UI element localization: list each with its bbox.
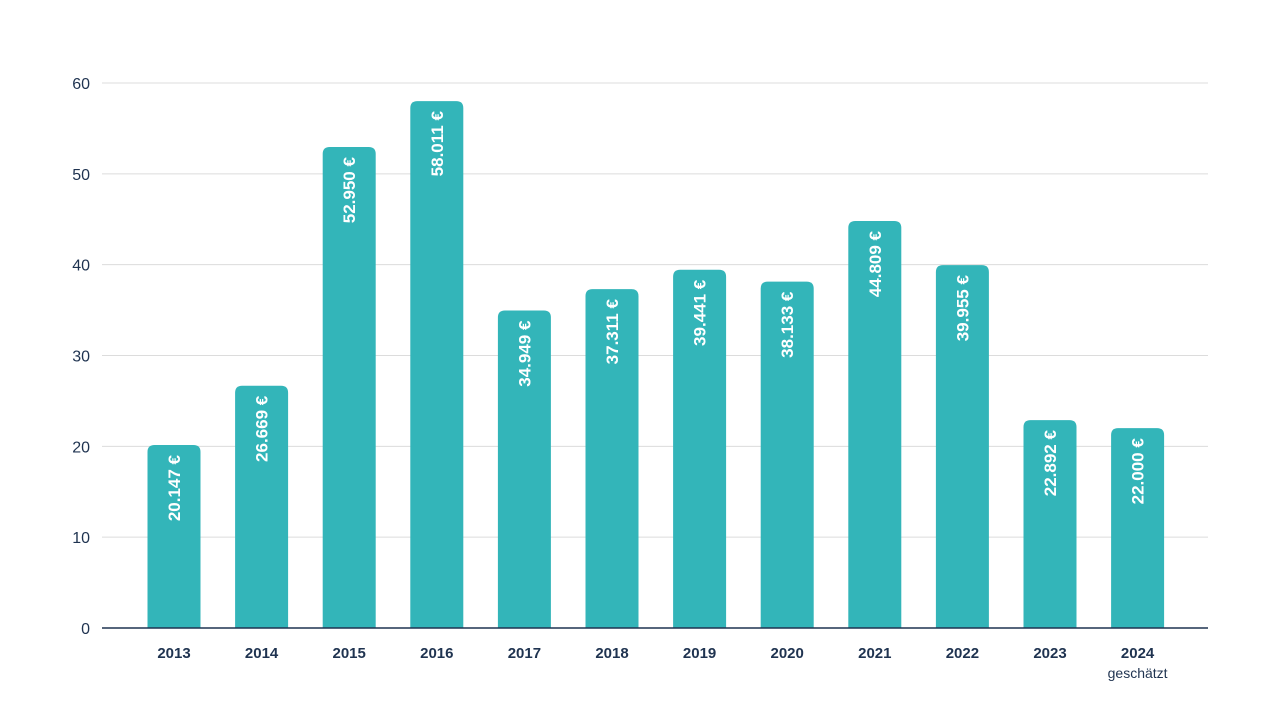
y-tick-label: 50: [72, 167, 90, 184]
data-labels: 20.147 € 26.669 € 52.950 € 58.011 € 34.949 €…: [165, 111, 1148, 522]
bar-value-label: 20.147 €: [165, 454, 184, 521]
bar-2023: [1023, 420, 1077, 628]
x-tick-sublabel: geschätzt: [1108, 665, 1168, 681]
bar-2018: [585, 289, 639, 628]
y-tick-label: 60: [72, 76, 90, 93]
bar-value-label: 44.809 €: [866, 230, 885, 297]
bar-2013: [147, 444, 201, 628]
x-tick-label: 2019: [683, 645, 716, 662]
x-tick-label: 2013: [157, 645, 190, 662]
y-tick-label: 0: [81, 621, 90, 638]
y-axis-ticks: 0 10 20 30 40 50 60: [72, 76, 90, 638]
x-tick-label: 2020: [771, 645, 804, 662]
bar-value-label: 26.669 €: [253, 395, 272, 462]
bar-2021: [848, 220, 902, 628]
bar-2022: [935, 265, 989, 628]
x-tick-label: 2015: [333, 645, 366, 662]
x-tick-label: 2014: [245, 645, 279, 662]
bar-value-label: 39.955 €: [953, 275, 972, 342]
bars: [147, 101, 1165, 628]
y-tick-label: 20: [72, 439, 90, 456]
y-tick-label: 30: [72, 349, 90, 366]
x-axis-ticks: 2013 2014 2015 2016 2017 2018 2019 2020 2021 2022…: [157, 645, 1167, 681]
bar-value-label: 39.441 €: [691, 279, 710, 346]
x-tick-label: 2021: [858, 645, 891, 662]
x-tick-label: 2024: [1121, 645, 1155, 662]
x-tick-label: 2023: [1033, 645, 1066, 662]
bar-2016: [410, 101, 464, 628]
y-tick-label: 10: [72, 530, 90, 547]
bar-2015: [322, 147, 376, 628]
bar-value-label: 37.311 €: [603, 299, 622, 365]
bar-value-label: 38.133 €: [778, 291, 797, 358]
x-tick-label: 2016: [420, 645, 453, 662]
bar-2014: [235, 385, 289, 628]
bar-value-label: 22.000 €: [1129, 438, 1148, 505]
bar-2024: [1111, 428, 1165, 628]
x-tick-label: 2017: [508, 645, 541, 662]
bar-2020: [760, 281, 814, 628]
x-tick-label: 2018: [595, 645, 628, 662]
x-tick-label: 2022: [946, 645, 979, 662]
bar-2017: [497, 310, 551, 628]
bar-value-label: 34.949 €: [515, 320, 534, 387]
y-tick-label: 40: [72, 258, 90, 275]
bar-value-label: 52.950 €: [340, 157, 359, 224]
bar-value-label: 22.892 €: [1041, 430, 1060, 497]
bar-value-label: 58.011 €: [428, 111, 447, 177]
bar-2019: [673, 269, 727, 628]
